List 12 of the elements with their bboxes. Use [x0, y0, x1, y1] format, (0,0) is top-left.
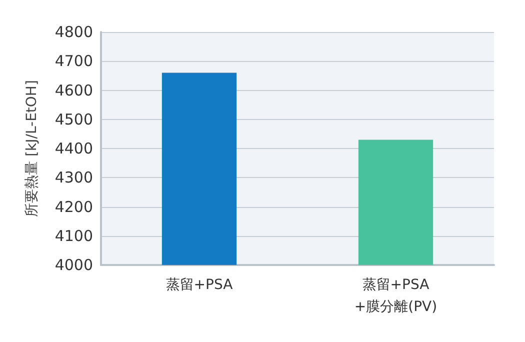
- y-tick-label: 4200: [54, 198, 93, 216]
- y-tick-label: 4500: [54, 110, 93, 128]
- y-tick-label: 4000: [54, 256, 93, 274]
- y-tick-label: 4700: [54, 52, 93, 70]
- y-tick-label: 4400: [54, 140, 93, 158]
- x-tick-label: 蒸留+PSA: [166, 277, 234, 293]
- y-axis-title: 所要熱量 [kJ/L-EtOH]: [24, 80, 40, 217]
- y-tick-label: 4800: [54, 23, 93, 41]
- x-tick-label: 蒸留+PSA +膜分離(PV): [354, 277, 438, 315]
- y-tick-label: 4600: [54, 81, 93, 100]
- y-tick-label: 4300: [54, 168, 93, 187]
- y-tick-label: 4100: [54, 226, 93, 245]
